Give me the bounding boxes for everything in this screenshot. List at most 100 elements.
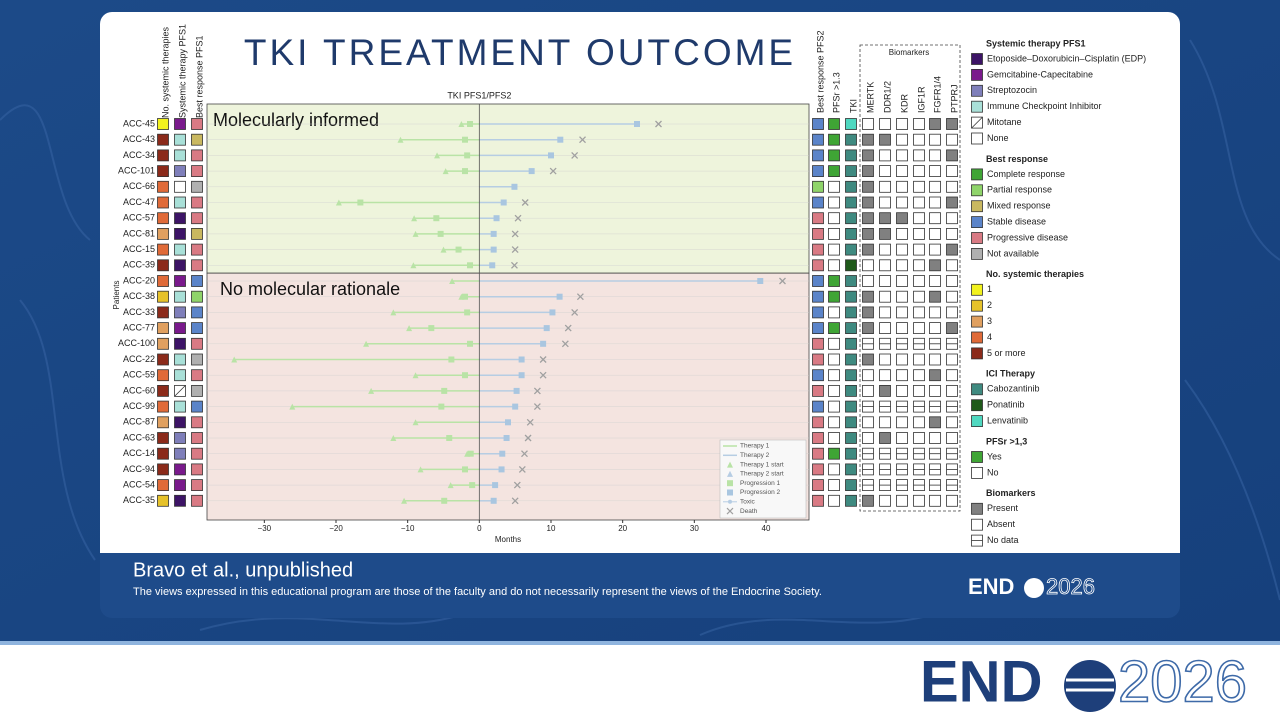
legend-label: Etoposide–Doxorubicin–Cisplatin (EDP) xyxy=(987,53,1146,63)
patient-label: ACC-60 xyxy=(123,385,155,395)
progression2 xyxy=(503,435,510,441)
death xyxy=(779,277,786,285)
cell xyxy=(191,243,203,256)
cell xyxy=(812,180,824,193)
therapy1-start xyxy=(231,356,238,363)
cell xyxy=(812,306,824,319)
cell xyxy=(812,369,824,382)
cell xyxy=(845,259,857,272)
cell xyxy=(812,196,824,209)
legend-label: Not available xyxy=(987,248,1039,258)
cell xyxy=(845,463,857,476)
cell xyxy=(157,306,169,319)
cell xyxy=(191,447,203,460)
death xyxy=(655,120,662,128)
patient-label: ACC-34 xyxy=(123,150,155,160)
cell xyxy=(913,259,925,272)
cell xyxy=(913,212,925,225)
cell xyxy=(191,384,203,397)
death xyxy=(571,151,579,159)
legend-label: Stable disease xyxy=(987,216,1046,226)
cell xyxy=(191,463,203,476)
region-background xyxy=(206,272,810,521)
logo-mark xyxy=(1024,578,1044,598)
progression1 xyxy=(441,497,448,504)
cell xyxy=(191,165,203,178)
cell xyxy=(174,463,186,476)
cell xyxy=(157,337,169,350)
chart: Molecularly informed No molecular rationa… xyxy=(112,24,1146,547)
cell xyxy=(157,447,169,460)
cell xyxy=(812,400,824,413)
legend-label: Mixed response xyxy=(987,201,1051,211)
cell xyxy=(845,275,857,287)
cell xyxy=(191,369,203,382)
cell xyxy=(174,227,186,240)
legend-label: Cabozantinib xyxy=(987,384,1040,394)
therapy1-start xyxy=(411,215,418,222)
cell xyxy=(157,416,169,429)
cell xyxy=(191,400,203,413)
cell xyxy=(191,118,203,130)
cell xyxy=(929,353,941,366)
death xyxy=(513,481,521,489)
cell xyxy=(828,275,840,287)
cell-hatch xyxy=(174,385,186,397)
plot-title: TKI PFS1/PFS2 xyxy=(447,90,511,100)
cell xyxy=(913,149,925,162)
patient-label: ACC-66 xyxy=(123,181,155,191)
patient-label: ACC-87 xyxy=(123,417,155,427)
cell xyxy=(946,243,958,256)
cell xyxy=(862,275,874,287)
death xyxy=(526,418,534,426)
cell xyxy=(191,196,203,209)
patient-label: ACC-81 xyxy=(123,228,155,238)
column-header: IGF1R xyxy=(916,86,926,113)
cell xyxy=(862,259,874,272)
therapy1-start xyxy=(401,497,408,504)
cell xyxy=(862,494,874,507)
cell xyxy=(896,384,908,397)
death xyxy=(571,308,579,316)
plot-legend-label: Therapy 1 start xyxy=(740,461,784,468)
logo-text: 2026 xyxy=(1118,649,1247,714)
cell xyxy=(845,149,857,162)
patient-label: ACC-100 xyxy=(118,338,155,348)
cell xyxy=(879,416,891,429)
biomarker-header: Biomarkers xyxy=(889,48,929,57)
therapy1-start xyxy=(417,466,424,473)
small-logo: END 2026 xyxy=(968,573,1095,599)
cell xyxy=(828,243,840,256)
cell xyxy=(845,180,857,193)
cell xyxy=(879,212,891,225)
legend-swatch-hatch xyxy=(971,116,983,129)
cell xyxy=(828,447,840,460)
cell xyxy=(896,416,908,429)
legend-swatch xyxy=(971,69,983,81)
cell xyxy=(157,227,169,240)
column-header: KDR xyxy=(899,93,909,113)
cell xyxy=(174,369,186,382)
cell xyxy=(157,275,169,287)
cell xyxy=(929,275,941,287)
progression2 xyxy=(490,230,497,237)
cell xyxy=(946,196,958,209)
death xyxy=(511,497,519,505)
death xyxy=(533,403,541,411)
cell xyxy=(913,196,925,209)
cell xyxy=(879,322,891,335)
death xyxy=(514,214,522,222)
region-background xyxy=(206,103,810,274)
plot-legend-symbol xyxy=(727,461,733,468)
legend-swatch xyxy=(971,283,983,296)
cell xyxy=(191,337,203,350)
progression1 xyxy=(467,262,474,269)
legend-label: Progressive disease xyxy=(987,232,1068,242)
cell xyxy=(913,416,925,429)
cell xyxy=(845,133,857,146)
cell xyxy=(828,337,840,350)
progression1 xyxy=(462,293,468,300)
x-tick-label: −30 xyxy=(258,524,272,533)
cell xyxy=(929,369,941,382)
